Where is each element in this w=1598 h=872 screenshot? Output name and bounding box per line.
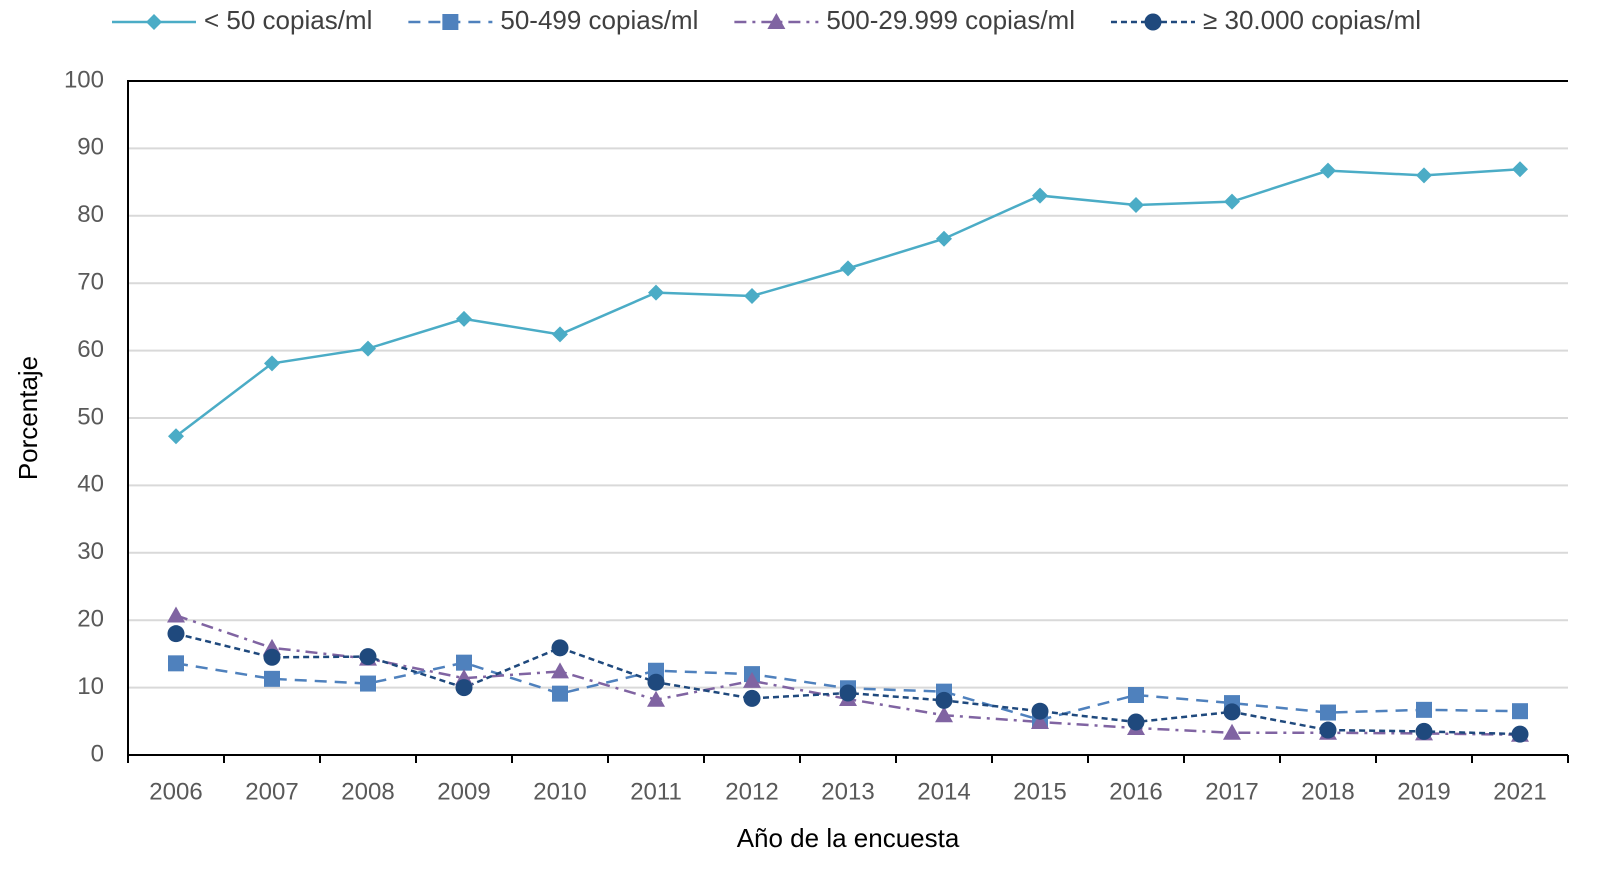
x-tick-label: 2012: [725, 778, 778, 805]
x-tick-label: 2009: [437, 778, 490, 805]
marker: [1223, 703, 1241, 721]
marker: [1031, 712, 1049, 729]
marker: [360, 340, 376, 357]
marker: [146, 14, 162, 30]
marker: [936, 230, 952, 247]
x-tick-label: 2008: [341, 778, 394, 805]
marker: [456, 310, 472, 327]
marker: [1223, 723, 1241, 740]
marker: [1416, 701, 1432, 718]
x-tick-label: 2006: [149, 778, 202, 805]
marker: [359, 648, 377, 666]
legend-label: < 50 copias/ml: [204, 5, 372, 35]
marker: [1144, 13, 1162, 31]
series-line: [175, 614, 1521, 737]
marker: [839, 684, 857, 702]
marker: [168, 655, 184, 672]
x-tick-label: 2010: [533, 778, 586, 805]
x-tick-label: 2015: [1013, 778, 1066, 805]
y-tick-label: 50: [77, 403, 104, 430]
x-axis-title: Año de la encuesta: [737, 823, 960, 853]
marker: [1512, 703, 1528, 720]
legend-label: ≥ 30.000 copias/ml: [1203, 5, 1421, 35]
marker: [1127, 713, 1145, 731]
y-axis-title: Porcentaje: [13, 356, 43, 480]
marker: [1319, 721, 1337, 739]
marker: [767, 13, 786, 29]
marker: [552, 685, 568, 702]
marker: [1224, 193, 1240, 210]
marker: [1128, 197, 1144, 214]
marker: [1320, 704, 1336, 721]
y-tick-label: 10: [77, 673, 104, 700]
x-tick-label: 2011: [630, 778, 682, 805]
marker: [840, 260, 856, 277]
x-tick-label: 2007: [245, 778, 298, 805]
marker: [647, 673, 665, 691]
marker: [935, 691, 953, 709]
marker: [1415, 722, 1433, 740]
marker: [456, 654, 472, 671]
plot-border: [127, 80, 1568, 756]
marker: [551, 639, 569, 657]
marker: [743, 671, 761, 688]
y-tick-label: 30: [77, 538, 104, 565]
x-tick-label: 2013: [821, 778, 874, 805]
y-tick-label: 0: [91, 740, 104, 767]
y-tick-label: 40: [77, 471, 104, 498]
marker: [648, 284, 664, 301]
marker: [935, 706, 953, 723]
marker: [552, 326, 568, 343]
marker: [360, 675, 376, 692]
marker: [1320, 162, 1336, 179]
y-tick-label: 80: [77, 201, 104, 228]
y-tick-label: 20: [77, 606, 104, 633]
marker: [744, 288, 760, 305]
marker: [647, 690, 665, 707]
y-tick-label: 90: [77, 134, 104, 161]
x-tick-label: 2019: [1397, 778, 1450, 805]
y-tick-label: 60: [77, 336, 104, 363]
marker: [1031, 702, 1049, 720]
legend-label: 500-29.999 copias/ml: [826, 5, 1075, 35]
y-tick-label: 70: [77, 269, 104, 296]
series-line: [175, 168, 1521, 438]
marker: [1416, 167, 1432, 184]
marker: [442, 14, 459, 30]
marker: [167, 625, 185, 643]
marker: [263, 648, 281, 666]
marker: [1512, 161, 1528, 178]
marker: [168, 428, 184, 445]
marker: [167, 606, 185, 623]
y-tick-label: 100: [64, 66, 104, 93]
marker: [743, 689, 761, 707]
marker: [264, 355, 280, 372]
marker: [551, 662, 569, 679]
x-tick-label: 2014: [917, 778, 970, 805]
x-tick-label: 2021: [1493, 778, 1546, 805]
legend: < 50 copias/ml 50-499 copias/ml 500-29.999…: [112, 5, 1421, 35]
marker: [1032, 187, 1048, 204]
marker: [455, 679, 473, 697]
x-tick-label: 2017: [1205, 778, 1258, 805]
marker: [1511, 725, 1529, 743]
marker: [1128, 687, 1144, 704]
x-tick-label: 2016: [1109, 778, 1162, 805]
legend-label: 50-499 copias/ml: [500, 5, 698, 35]
x-tick-label: 2018: [1301, 778, 1354, 805]
marker: [264, 670, 280, 687]
